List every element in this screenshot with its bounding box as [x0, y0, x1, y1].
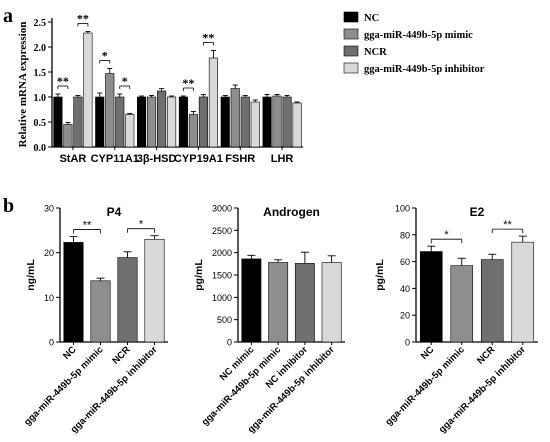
- panel-a-bar: [230, 88, 240, 148]
- panel-a-bar: [63, 124, 73, 148]
- panel-b-e2-y-tick-label: 0: [405, 338, 410, 348]
- panel-a-bar: [95, 96, 105, 148]
- panel-b-androgen-y-tick-label: 3000: [212, 204, 232, 214]
- panel-b-e2-y-tick-label: 20: [400, 311, 410, 321]
- panel-a-y-tick-label: 0.5: [34, 118, 47, 129]
- panel-b-p4-y-tick-label: 10: [44, 293, 54, 303]
- panel-a-legend-label: NCR: [364, 47, 387, 58]
- panel-a-bar: [83, 32, 93, 148]
- panel-b-e2-y-axis-label: pg/mL: [374, 259, 386, 291]
- panel-b-e2-bar: [480, 259, 504, 343]
- panel-a-bar: [282, 96, 292, 148]
- panel-a-significance-mark: **: [182, 76, 194, 90]
- panel-b-e2-significance-mark: *: [444, 229, 449, 241]
- panel-a-category-label: CYP19A1: [174, 153, 223, 165]
- panel-b-androgen-bar: [241, 258, 262, 343]
- panel-a-category-label: 3β-HSD: [137, 153, 177, 165]
- panel-b-p4-y-tick-label: 30: [44, 204, 54, 214]
- panel-a-bar: [178, 96, 188, 148]
- panel-a-bar: [105, 73, 115, 148]
- panel-a-bar: [73, 96, 83, 148]
- panel-a-y-tick-label: 2.5: [34, 18, 47, 29]
- panel-b-androgen-y-axis-label: pg/mL: [193, 259, 205, 291]
- panel-b-p4-category-label: NCR: [110, 344, 132, 366]
- panel-a-significance-mark: **: [202, 31, 214, 45]
- panel-a-y-tick-label: 2.0: [34, 43, 47, 54]
- panel-a-bar: [53, 96, 63, 148]
- panel-b-p4-significance-mark: **: [83, 220, 92, 232]
- panel-b-e2-y-tick-label: 80: [400, 230, 410, 240]
- panel-b-p4-bar: [144, 238, 165, 343]
- panel-b-p4-significance-mark: *: [139, 219, 144, 231]
- panel-a-bar: [157, 90, 167, 148]
- panel-a-bar: [115, 96, 125, 148]
- panel-a-bar: [292, 102, 302, 148]
- panel-b-androgen-y-tick-label: 0: [227, 338, 232, 348]
- panel-b-e2-category-label: NCR: [475, 344, 497, 366]
- panel-b-p4-bar: [63, 242, 84, 343]
- panel-a-bar: [188, 114, 198, 148]
- panel-a-legend-swatch: [343, 45, 359, 57]
- panel-b-p4-title: P4: [107, 205, 122, 219]
- panel-a-category-label: StAR: [59, 153, 86, 165]
- panel-b-androgen-y-tick-label: 1500: [212, 271, 232, 281]
- panel-b-e2-y-tick-label: 60: [400, 257, 410, 267]
- panel-a-bar: [198, 96, 208, 148]
- panel-a-category-label: FSHR: [225, 153, 255, 165]
- panel-b-p4-y-tick-label: 20: [44, 248, 54, 258]
- panel-a-bar: [240, 96, 250, 148]
- panel-b-e2-category-label: NC: [419, 344, 437, 362]
- panel-b-androgen-bar: [294, 263, 315, 343]
- panel-a-category-label: CYP11A1: [91, 153, 139, 165]
- panel-a-bar: [220, 96, 230, 148]
- panel-a-bar: [262, 96, 272, 148]
- panel-b-androgen-title: Androgen: [263, 205, 320, 219]
- panel-b-e2-bar: [511, 241, 535, 343]
- panel-b-androgen-y-tick-label: 2000: [212, 248, 232, 258]
- panel-b-p4-y-tick-label: 0: [49, 338, 54, 348]
- panel-b-e2-y-tick-label: 40: [400, 284, 410, 294]
- panel-a-bar: [147, 96, 157, 148]
- panel-b-p4-category-label: NC: [61, 344, 79, 362]
- panel-b-p4-y-axis-label: ng/mL: [25, 259, 37, 291]
- panel-a-y-axis-label: Relative mRNA expression: [17, 22, 29, 148]
- panel-b-e2-bar: [419, 251, 443, 343]
- panel-a-y-tick-label: 1.0: [34, 93, 47, 104]
- panel-a-significance-mark: **: [57, 74, 69, 88]
- panel-a-legend-label: gga-miR-449b-5p mimic: [364, 30, 473, 41]
- panel-b-androgen-y-tick-label: 2500: [212, 226, 232, 236]
- panel-a-bar: [125, 114, 135, 148]
- panel-b-androgen-bar: [268, 262, 289, 343]
- panel-b-e2-y-tick-label: 100: [395, 204, 410, 214]
- panel-b-e2-title: E2: [470, 205, 485, 219]
- panel-a-legend-label: gga-miR-449b-5p inhibitor: [364, 64, 485, 75]
- panel-b-androgen-bar: [321, 262, 342, 343]
- panel-a-y-tick-label: 1.5: [34, 68, 47, 79]
- panel-b-e2-bar: [450, 265, 474, 343]
- panel-b-p4-bar: [90, 280, 111, 343]
- panel-a-legend-label: NC: [364, 13, 379, 24]
- panel-a-significance-mark: *: [122, 74, 128, 88]
- panel-a-significance-mark: *: [102, 49, 108, 63]
- panel-label-b: b: [3, 195, 14, 217]
- panel-a-legend-swatch: [343, 11, 359, 23]
- panel-a-legend-swatch: [343, 62, 359, 74]
- panel-a-y-tick-label: 0.0: [34, 143, 47, 154]
- panel-b-e2-significance-mark: **: [503, 219, 512, 231]
- panel-a-bar: [167, 96, 177, 148]
- panel-a-significance-mark: **: [77, 12, 89, 26]
- panel-a-bar: [272, 95, 282, 148]
- panel-label-a: a: [3, 5, 13, 27]
- panel-a-bar: [137, 96, 147, 148]
- panel-a-bar: [208, 57, 218, 148]
- panel-b-p4-bar: [117, 257, 138, 343]
- panel-a-bar: [250, 101, 260, 148]
- panel-a-legend-swatch: [343, 28, 359, 40]
- panel-b-androgen-y-tick-label: 1000: [212, 293, 232, 303]
- panel-b-androgen-y-tick-label: 500: [217, 315, 232, 325]
- panel-a-category-label: LHR: [271, 153, 294, 165]
